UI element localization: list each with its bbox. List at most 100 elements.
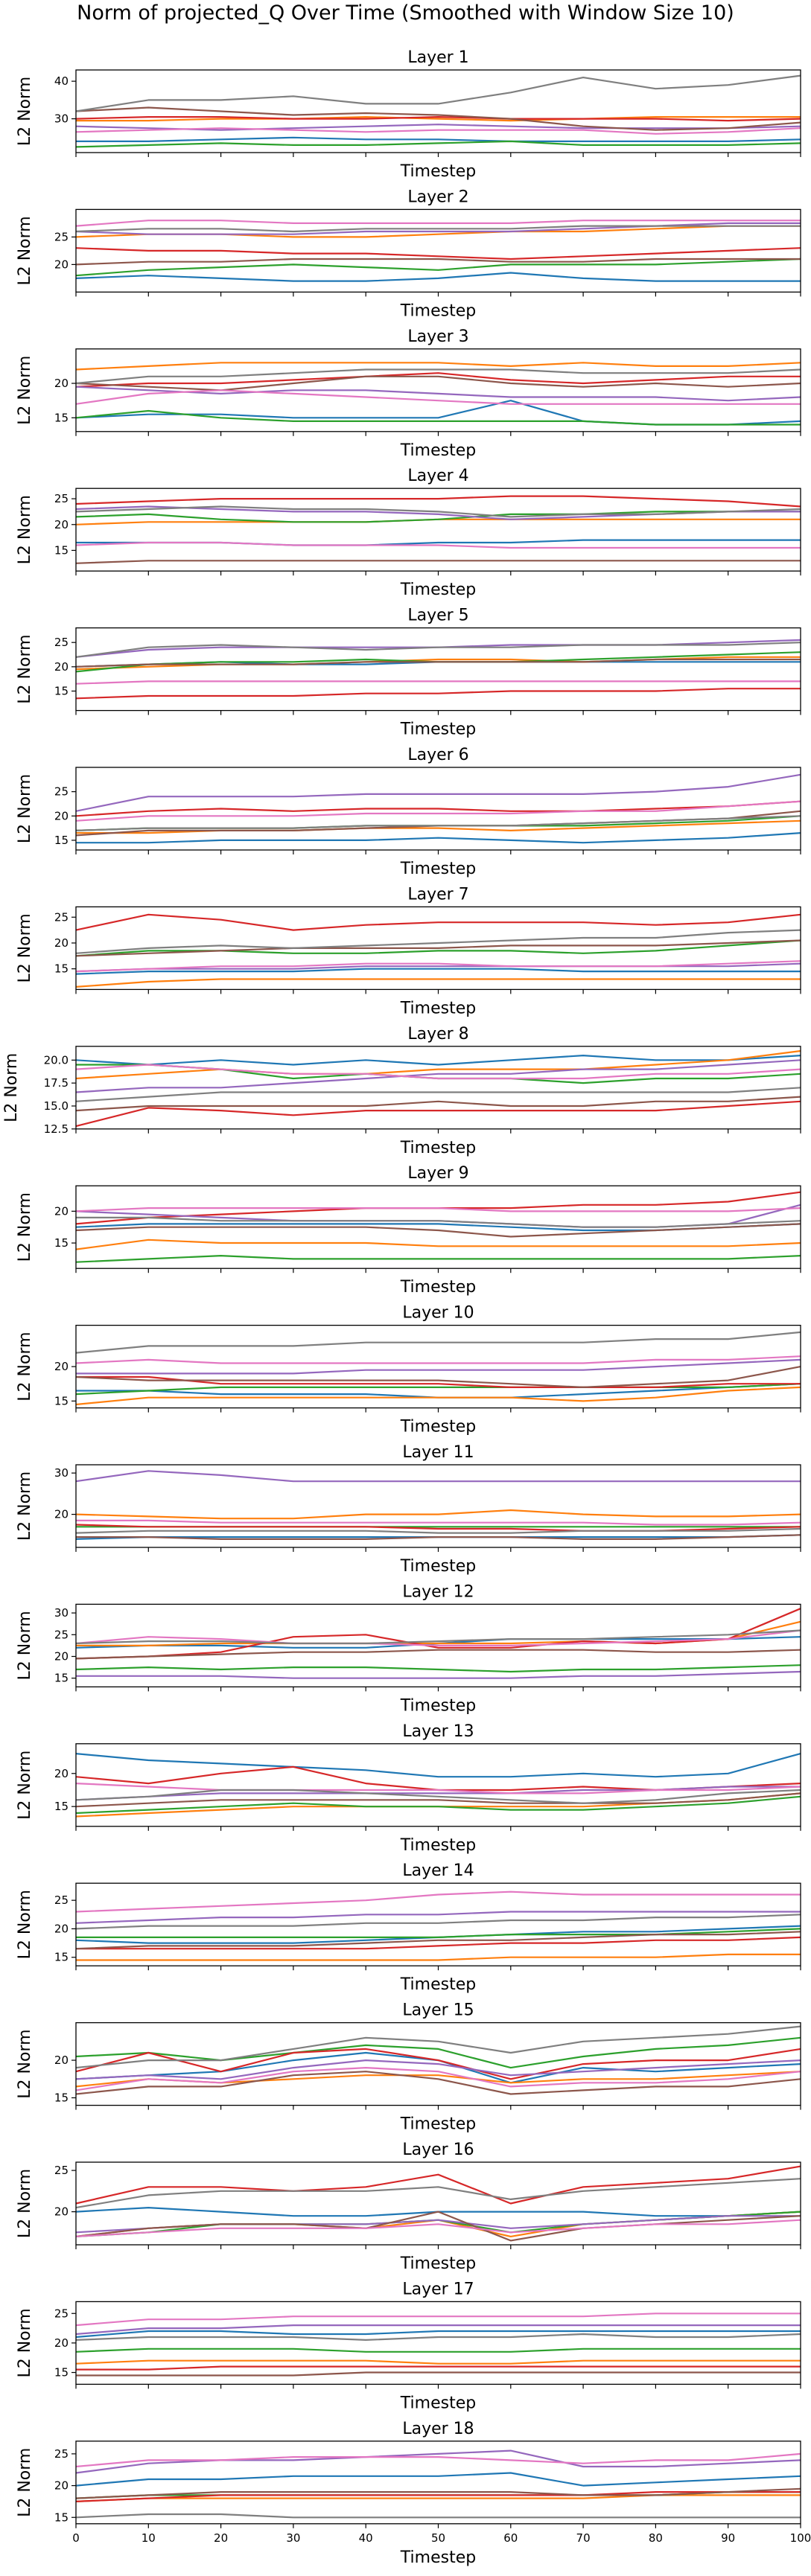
y-tick-label: 17.5	[44, 1076, 69, 1090]
x-axis-label: Timestep	[400, 720, 476, 739]
y-tick-label: 12.5	[44, 1122, 69, 1136]
series-line-7	[75, 1064, 801, 1080]
subplot-title: Layer 7	[407, 885, 468, 904]
subplot-layer-10: Layer 10 15 20 Timestep L2 Norm	[16, 1304, 801, 1436]
series-line-2	[76, 116, 801, 122]
series-line-2	[75, 1509, 801, 1520]
x-axis-label: Timestep	[400, 1557, 476, 1576]
subplot-layer-15: Layer 15 15 20 Timestep L2 Norm	[16, 2001, 801, 2134]
y-axis-label: L2 Norm	[16, 634, 34, 703]
series-line-6	[75, 1096, 801, 1112]
series-line-3	[75, 511, 801, 523]
series-line-4	[75, 2048, 801, 2080]
subplot-layer-7: Layer 7 15 20 25 Timestep L2 Norm	[16, 885, 801, 1017]
series-line-3	[75, 409, 801, 426]
y-axis-label: L2 Norm	[16, 1192, 34, 1262]
series-line-4	[75, 1524, 801, 1532]
subplot-layer-3: Layer 3 15 20 Timestep L2 Norm	[16, 327, 801, 460]
series-line-4	[75, 116, 801, 122]
series-line-5	[75, 2449, 801, 2474]
y-tick-label: 15	[54, 684, 69, 697]
subplot-title: Layer 4	[407, 467, 468, 485]
y-tick-label: 40	[54, 74, 69, 88]
subplot-layer-13: Layer 13 15 20 Timestep L2 Norm	[16, 1722, 801, 1855]
series-line-1	[75, 1753, 801, 1778]
y-tick-label: 20	[54, 809, 69, 822]
subplot-title: Layer 17	[402, 2280, 474, 2298]
series-line-7	[75, 2313, 801, 2327]
series-line-8	[75, 2333, 801, 2341]
x-axis-label: Timestep	[400, 1975, 476, 1994]
axes-frame	[75, 627, 801, 712]
x-axis-label: Timestep	[400, 162, 476, 181]
subplot-title: Layer 10	[402, 1304, 474, 1323]
y-axis-label: L2 Norm	[16, 2169, 34, 2238]
subplot-layer-17: Layer 17 15 20 25 Timestep L2 Norm	[16, 2280, 801, 2412]
series-line-8	[76, 1216, 801, 1228]
series-line-7	[75, 960, 801, 973]
y-axis-label: L2 Norm	[16, 1751, 34, 1820]
series-line-8	[75, 74, 801, 112]
subplot-title: Layer 18	[402, 2420, 474, 2438]
y-tick-label: 20.0	[44, 1053, 69, 1067]
series-line-7	[75, 1783, 801, 1794]
series-line-3	[75, 140, 801, 148]
y-tick-label: 20	[54, 1767, 69, 1780]
y-tick-label: 25	[54, 230, 69, 243]
subplot-layer-5: Layer 5 15 20 25 Timestep L2 Norm	[16, 607, 801, 739]
y-tick-label: 15	[54, 962, 69, 976]
series-line-2	[76, 1953, 801, 1961]
x-axis-label: Timestep	[400, 2115, 476, 2134]
y-tick-label: 25	[54, 636, 69, 649]
series-line-8	[75, 2178, 801, 2209]
series-line-1	[76, 136, 801, 142]
series-line-4	[75, 2491, 801, 2502]
series-line-1	[75, 272, 801, 282]
subplot-title: Layer 11	[402, 1443, 474, 1462]
series-line-2	[75, 1239, 801, 1250]
series-line-7	[75, 389, 801, 405]
series-line-3	[75, 1795, 801, 1815]
subplot-title: Layer 9	[407, 1164, 468, 1183]
series-line-8	[75, 2513, 801, 2519]
y-tick-label: 20	[54, 1922, 69, 1935]
y-axis-label: L2 Norm	[16, 2308, 34, 2377]
series-line-7	[75, 541, 801, 549]
subplot-layer-16: Layer 16 20 25 Timestep L2 Norm	[16, 2141, 801, 2273]
y-tick-label: 15	[54, 2511, 69, 2524]
y-tick-label: 15	[54, 2091, 69, 2105]
y-tick-label: 15	[54, 2366, 69, 2380]
y-axis-label: L2 Norm	[16, 1890, 34, 1959]
y-tick-label: 25	[54, 785, 69, 799]
series-line-6	[75, 2071, 801, 2095]
y-tick-label: 20	[54, 2205, 69, 2219]
series-line-8	[75, 1087, 801, 1102]
y-tick-label: 25	[54, 2307, 69, 2320]
series-line-5	[75, 2324, 801, 2336]
series-line-5	[75, 1059, 801, 1093]
series-line-4	[75, 2165, 801, 2205]
series-line-5	[75, 1470, 801, 1483]
series-line-3	[75, 1664, 801, 1673]
axes-frame	[75, 1464, 801, 1548]
axes-frame	[75, 1882, 801, 1966]
series-line-8	[75, 1527, 801, 1534]
subplot-title: Layer 6	[407, 746, 468, 764]
series-line-3	[75, 2348, 801, 2353]
series-line-4	[75, 1765, 801, 1792]
x-tick-label: 40	[359, 2531, 373, 2545]
series-line-7	[75, 1206, 801, 1212]
series-line-7	[75, 1629, 801, 1646]
y-tick-label: 30	[54, 1466, 69, 1480]
y-tick-label: 25	[54, 910, 69, 924]
series-line-8	[75, 2025, 801, 2069]
series-line-4	[76, 1936, 801, 1950]
series-line-4	[75, 247, 801, 261]
y-axis-label: L2 Norm	[16, 495, 34, 564]
series-line-2	[75, 978, 801, 988]
series-line-4	[75, 495, 801, 508]
series-line-8	[75, 1331, 801, 1354]
series-line-6	[75, 658, 801, 668]
series-line-7	[75, 2219, 801, 2237]
